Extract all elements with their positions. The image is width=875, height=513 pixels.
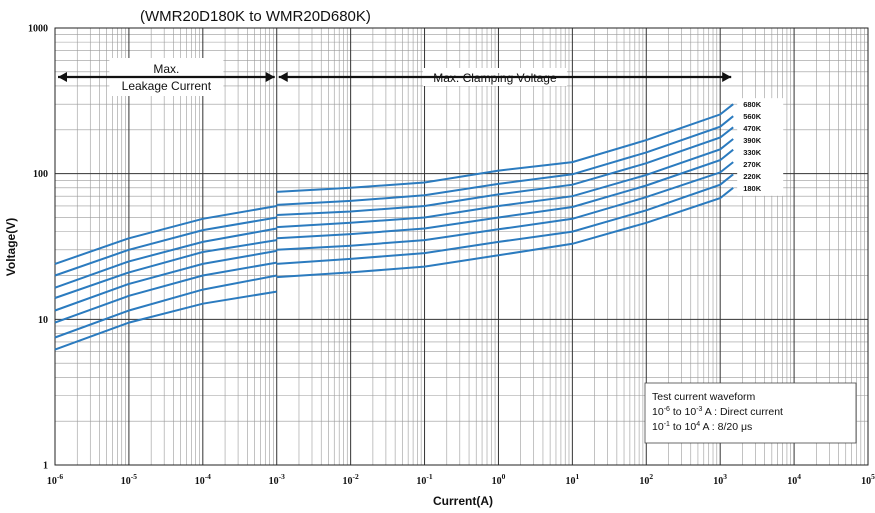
series-label-panel <box>737 98 784 196</box>
series-label-220K: 220K <box>743 172 762 181</box>
series-line-560K-leakage <box>54 216 277 277</box>
legend-frame <box>644 382 857 444</box>
x-tick-label: 10-1 <box>416 472 432 487</box>
x-tick-label: 10-6 <box>47 472 63 487</box>
x-tick-label: 100 <box>492 472 506 487</box>
x-tick-label: 10-2 <box>343 472 359 487</box>
y-tick-labels: 1 10 100 1000 <box>28 24 48 472</box>
y-tick-label: 10 <box>38 315 48 326</box>
leakage-region-label-line1: Max. <box>153 62 179 76</box>
x-tick-label: 104 <box>787 472 801 487</box>
series-line-390K-clamping <box>276 138 734 229</box>
series-line-270K-clamping <box>276 161 734 251</box>
arrow-head <box>278 72 288 82</box>
x-tick-label: 105 <box>861 472 875 487</box>
series-label-470K: 470K <box>743 124 762 133</box>
series-line-330K-leakage <box>54 249 277 312</box>
leakage-region-label-line2: Leakage Current <box>122 79 212 93</box>
series-line-390K-leakage <box>54 239 277 299</box>
y-tick-label: 100 <box>33 169 48 180</box>
legend-line-surge: 10-1 to 104 A : 8/20 μs <box>652 421 752 433</box>
x-tick-label: 10-3 <box>269 472 285 487</box>
legend-title: Test current waveform <box>652 391 756 403</box>
chart-title: (WMR20D180K to WMR20D680K) <box>140 8 371 25</box>
series-line-270K-leakage <box>54 261 277 324</box>
series-lines <box>54 103 734 351</box>
series-line-220K-clamping <box>276 173 734 265</box>
y-axis-label: Voltage(V) <box>4 218 18 276</box>
series-label-270K: 270K <box>743 160 762 169</box>
y-tick-label: 1000 <box>28 24 48 35</box>
legend-line-dc: 10-6 to 10-3 A : Direct current <box>652 406 783 418</box>
x-tick-label: 10-5 <box>121 472 137 487</box>
x-tick-labels: 10-6 10-5 10-4 10-3 10-2 10-1 100 101 102 103 104 1… <box>47 472 875 487</box>
region-annotations: Max. Leakage Current Max. Clamping Voltage <box>58 58 732 96</box>
series-label-560K: 560K <box>743 112 762 121</box>
series-label-390K: 390K <box>743 136 762 145</box>
series-line-180K-leakage <box>54 290 277 351</box>
y-tick-label: 1 <box>43 461 48 472</box>
series-line-680K-leakage <box>54 205 277 265</box>
series-label-680K: 680K <box>743 100 762 109</box>
x-tick-label: 103 <box>713 472 727 487</box>
x-tick-label: 101 <box>565 472 579 487</box>
x-axis-label: Current(A) <box>433 494 493 508</box>
arrow-head <box>265 72 275 82</box>
series-line-330K-clamping <box>276 148 734 240</box>
series-labels: 680K 560K 470K 390K 330K 270K 220K 180K <box>737 98 784 196</box>
minor-gridlines <box>55 28 868 465</box>
x-tick-label: 10-4 <box>195 472 211 487</box>
series-line-470K-leakage <box>54 227 277 289</box>
series-line-680K-clamping <box>276 103 734 193</box>
series-label-180K: 180K <box>743 184 762 193</box>
x-tick-label: 102 <box>639 472 653 487</box>
series-line-220K-leakage <box>54 274 277 339</box>
series-line-470K-clamping <box>276 126 734 216</box>
series-label-330K: 330K <box>743 148 762 157</box>
test-waveform-legend: Test current waveform 10-6 to 10-3 A : D… <box>644 382 857 444</box>
series-line-560K-clamping <box>276 115 734 206</box>
arrow-head <box>722 72 732 82</box>
plot-frame <box>54 27 869 466</box>
arrow-head <box>58 72 67 82</box>
series-line-180K-clamping <box>276 187 734 279</box>
clamping-region-label: Max. Clamping Voltage <box>433 71 557 85</box>
